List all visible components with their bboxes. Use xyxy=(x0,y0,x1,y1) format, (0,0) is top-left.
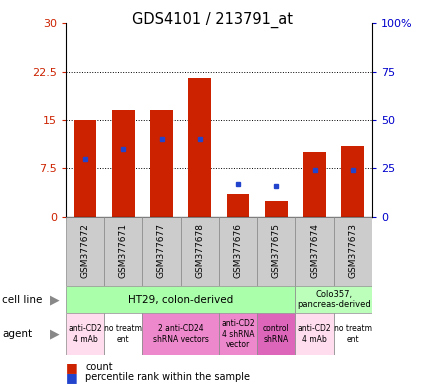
FancyBboxPatch shape xyxy=(142,217,181,286)
Text: GDS4101 / 213791_at: GDS4101 / 213791_at xyxy=(132,12,293,28)
FancyBboxPatch shape xyxy=(257,217,295,286)
Text: 2 anti-CD24
shRNA vectors: 2 anti-CD24 shRNA vectors xyxy=(153,324,209,344)
Bar xyxy=(265,201,288,217)
Bar xyxy=(112,110,135,217)
Text: anti-CD2
4 mAb: anti-CD2 4 mAb xyxy=(298,324,332,344)
FancyBboxPatch shape xyxy=(66,313,104,355)
Bar xyxy=(227,194,249,217)
Text: no treatm
ent: no treatm ent xyxy=(334,324,372,344)
Text: ▶: ▶ xyxy=(51,328,60,341)
FancyBboxPatch shape xyxy=(257,313,295,355)
FancyBboxPatch shape xyxy=(219,217,257,286)
Text: no treatm
ent: no treatm ent xyxy=(104,324,142,344)
FancyBboxPatch shape xyxy=(219,313,257,355)
Text: cell line: cell line xyxy=(2,295,42,305)
Text: anti-CD2
4 shRNA
vector: anti-CD2 4 shRNA vector xyxy=(221,319,255,349)
Bar xyxy=(341,146,364,217)
FancyBboxPatch shape xyxy=(66,217,104,286)
Text: percentile rank within the sample: percentile rank within the sample xyxy=(85,372,250,382)
FancyBboxPatch shape xyxy=(104,217,142,286)
FancyBboxPatch shape xyxy=(104,313,142,355)
Text: agent: agent xyxy=(2,329,32,339)
Text: GSM377671: GSM377671 xyxy=(119,223,128,278)
Text: anti-CD2
4 mAb: anti-CD2 4 mAb xyxy=(68,324,102,344)
FancyBboxPatch shape xyxy=(66,286,295,313)
FancyBboxPatch shape xyxy=(181,217,219,286)
Bar xyxy=(150,110,173,217)
Text: GSM377672: GSM377672 xyxy=(80,223,90,278)
Text: GSM377675: GSM377675 xyxy=(272,223,281,278)
Text: GSM377673: GSM377673 xyxy=(348,223,357,278)
Text: ▶: ▶ xyxy=(51,293,60,306)
Text: ■: ■ xyxy=(66,361,78,374)
Text: count: count xyxy=(85,362,113,372)
FancyBboxPatch shape xyxy=(334,313,372,355)
FancyBboxPatch shape xyxy=(295,313,334,355)
Text: Colo357,
pancreas-derived: Colo357, pancreas-derived xyxy=(297,290,371,309)
Text: GSM377676: GSM377676 xyxy=(233,223,243,278)
Text: GSM377677: GSM377677 xyxy=(157,223,166,278)
Text: GSM377674: GSM377674 xyxy=(310,223,319,278)
Bar xyxy=(188,78,211,217)
FancyBboxPatch shape xyxy=(295,286,372,313)
FancyBboxPatch shape xyxy=(142,313,219,355)
Bar xyxy=(303,152,326,217)
Bar xyxy=(74,120,96,217)
Text: control
shRNA: control shRNA xyxy=(263,324,289,344)
Text: HT29, colon-derived: HT29, colon-derived xyxy=(128,295,233,305)
FancyBboxPatch shape xyxy=(334,217,372,286)
FancyBboxPatch shape xyxy=(295,217,334,286)
Text: ■: ■ xyxy=(66,371,78,384)
Text: GSM377678: GSM377678 xyxy=(195,223,204,278)
